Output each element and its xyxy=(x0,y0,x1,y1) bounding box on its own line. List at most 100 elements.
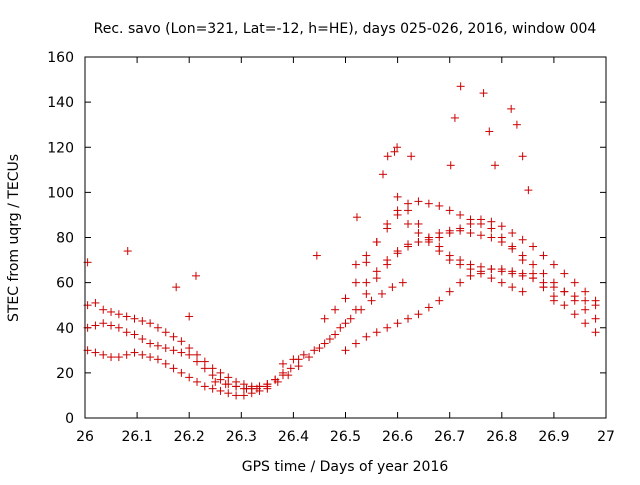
data-point-marker xyxy=(130,314,139,323)
x-axis-label: GPS time / Days of year 2016 xyxy=(242,459,449,475)
data-point-marker xyxy=(123,247,132,256)
data-point-marker xyxy=(570,278,579,287)
data-point-marker xyxy=(508,244,517,253)
x-tick-label: 26 xyxy=(76,429,94,445)
data-point-marker xyxy=(99,319,108,328)
data-point-marker xyxy=(278,359,287,368)
data-point-marker xyxy=(487,233,496,242)
data-point-marker xyxy=(114,310,123,319)
data-point-marker xyxy=(289,355,298,364)
data-point-marker xyxy=(456,278,465,287)
data-point-marker xyxy=(372,238,381,247)
data-point-marker xyxy=(476,215,485,224)
data-point-marker xyxy=(208,384,217,393)
x-tick-label: 26.5 xyxy=(330,429,361,445)
data-point-marker xyxy=(383,224,392,233)
data-point-marker xyxy=(138,335,147,344)
data-point-marker xyxy=(445,228,454,237)
data-point-marker xyxy=(393,210,402,219)
data-point-marker xyxy=(91,321,100,330)
data-point-marker xyxy=(177,348,186,357)
data-point-marker xyxy=(169,332,178,341)
data-point-marker xyxy=(377,289,386,298)
y-tick-label: 0 xyxy=(65,411,74,427)
data-point-marker xyxy=(362,258,371,267)
chart-title: Rec. savo (Lon=321, Lat=-12, h=HE), days… xyxy=(94,21,597,37)
data-point-marker xyxy=(487,217,496,226)
data-point-marker xyxy=(393,143,402,152)
data-point-marker xyxy=(581,296,590,305)
data-point-marker xyxy=(518,287,527,296)
data-point-marker xyxy=(362,289,371,298)
x-tick-label: 26.4 xyxy=(278,429,309,445)
data-point-marker xyxy=(146,353,155,362)
data-point-marker xyxy=(200,357,209,366)
data-point-marker xyxy=(485,127,494,136)
data-point-marker xyxy=(591,314,600,323)
data-point-marker xyxy=(130,348,139,357)
x-tick-label: 27 xyxy=(597,429,615,445)
data-point-marker xyxy=(404,314,413,323)
data-point-marker xyxy=(512,120,521,129)
data-point-marker xyxy=(372,267,381,276)
data-point-marker xyxy=(286,364,295,373)
data-points xyxy=(83,82,600,400)
data-point-marker xyxy=(507,104,516,113)
data-point-marker xyxy=(508,228,517,237)
data-point-marker xyxy=(320,339,329,348)
data-point-marker xyxy=(581,319,590,328)
data-point-marker xyxy=(341,294,350,303)
x-tick-label: 26.8 xyxy=(486,429,517,445)
data-point-marker xyxy=(169,364,178,373)
data-point-marker xyxy=(518,256,527,265)
data-point-marker xyxy=(570,292,579,301)
data-point-marker xyxy=(456,210,465,219)
data-point-marker xyxy=(161,344,170,353)
data-point-marker xyxy=(114,353,123,362)
data-point-marker xyxy=(161,359,170,368)
y-tick-label: 60 xyxy=(56,276,74,292)
data-point-marker xyxy=(221,380,230,389)
data-point-marker xyxy=(379,170,388,179)
data-point-marker xyxy=(242,384,251,393)
data-point-marker xyxy=(122,350,131,359)
data-point-marker xyxy=(177,337,186,346)
data-point-marker xyxy=(549,260,558,269)
data-point-marker xyxy=(193,377,202,386)
data-point-marker xyxy=(341,319,350,328)
data-point-marker xyxy=(193,357,202,366)
data-point-marker xyxy=(435,201,444,210)
data-point-marker xyxy=(539,251,548,260)
data-point-marker xyxy=(99,350,108,359)
y-tick-label: 100 xyxy=(47,185,74,201)
data-point-marker xyxy=(185,350,194,359)
data-point-marker xyxy=(211,377,220,386)
data-point-marker xyxy=(445,287,454,296)
data-point-marker xyxy=(367,296,376,305)
y-axis-label: STEC from uqrg / TECUs xyxy=(6,154,22,322)
data-point-marker xyxy=(404,219,413,228)
data-point-marker xyxy=(146,339,155,348)
data-point-marker xyxy=(383,152,392,161)
data-point-marker xyxy=(362,251,371,260)
data-point-marker xyxy=(208,364,217,373)
data-point-marker xyxy=(424,238,433,247)
data-point-marker xyxy=(263,382,272,391)
data-point-marker xyxy=(529,242,538,251)
data-point-marker xyxy=(466,219,475,228)
data-point-marker xyxy=(424,199,433,208)
data-point-marker xyxy=(414,238,423,247)
data-point-marker xyxy=(239,380,248,389)
data-point-marker xyxy=(161,328,170,337)
data-point-marker xyxy=(294,362,303,371)
data-point-marker xyxy=(497,222,506,231)
data-point-marker xyxy=(524,186,533,195)
data-point-marker xyxy=(372,274,381,283)
data-point-marker xyxy=(200,382,209,391)
data-point-marker xyxy=(107,307,116,316)
data-point-marker xyxy=(383,256,392,265)
data-point-marker xyxy=(247,389,256,398)
data-point-marker xyxy=(549,292,558,301)
data-point-marker xyxy=(549,283,558,292)
